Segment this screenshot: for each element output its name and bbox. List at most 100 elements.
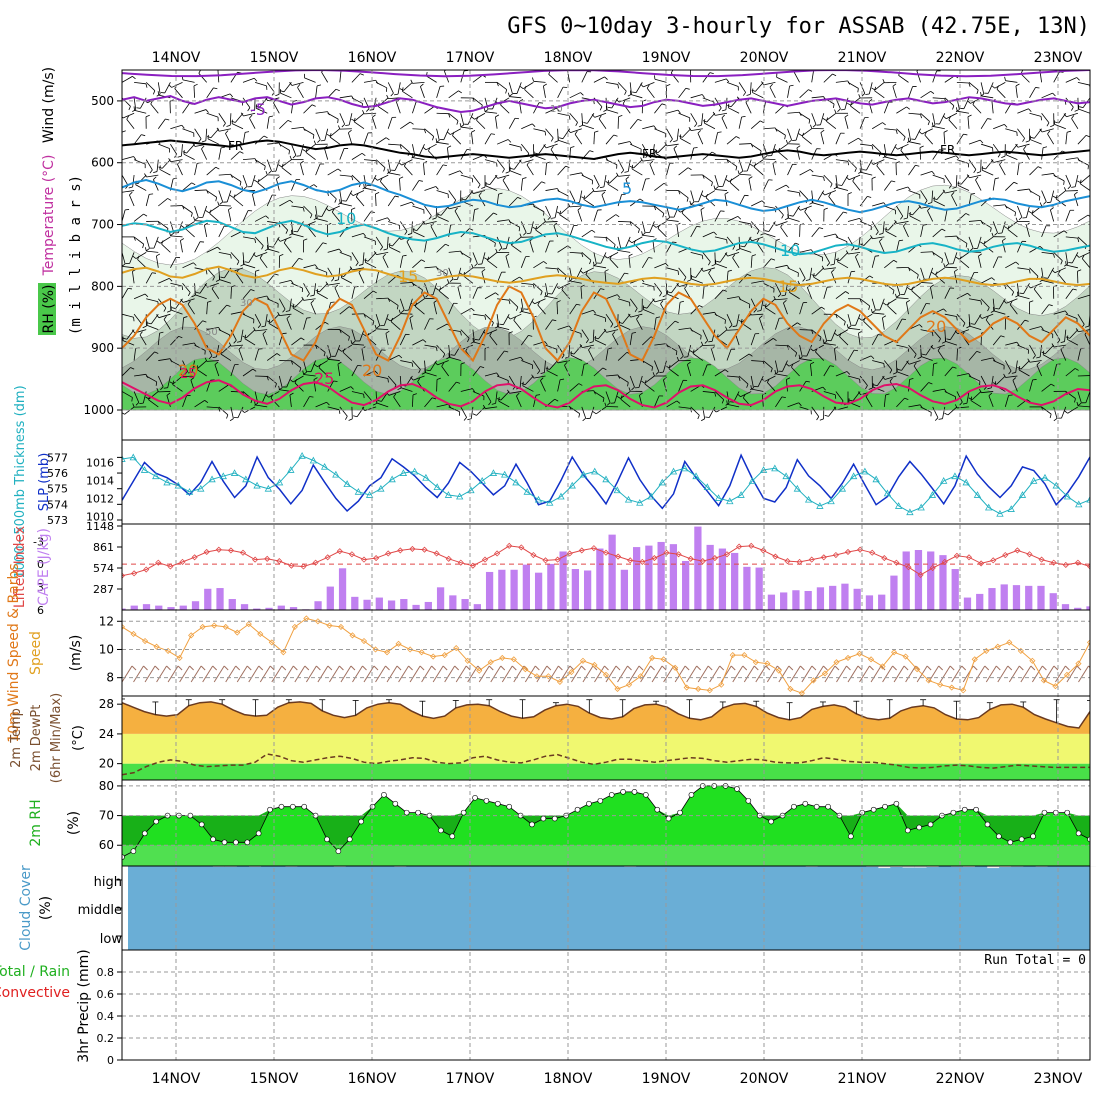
wind-barb-flag xyxy=(418,369,421,374)
wind-barb xyxy=(452,135,462,145)
wind-barb xyxy=(351,252,359,263)
wind-barb xyxy=(202,205,208,218)
wind-barb xyxy=(376,297,389,300)
wind-barb xyxy=(876,165,885,176)
wind-barb xyxy=(478,329,486,341)
wind-barb xyxy=(678,327,691,331)
wind-barb xyxy=(171,309,183,315)
li-point xyxy=(397,547,404,554)
wind-barb xyxy=(750,120,761,130)
wind-barb xyxy=(268,323,280,330)
wind-barb-flag xyxy=(979,388,982,393)
wind-barb xyxy=(496,139,509,145)
wind-barb xyxy=(823,391,836,396)
wind-barb xyxy=(823,287,828,299)
wind-barb-flag xyxy=(151,272,157,274)
wind-barb-flag xyxy=(488,401,492,406)
wind10-barb-flag xyxy=(627,665,632,671)
wind10-barb xyxy=(133,665,144,683)
wind-barb xyxy=(617,194,622,207)
cape-bar xyxy=(963,597,972,610)
wind-barb-flag xyxy=(159,331,164,334)
rh2m-plot xyxy=(122,783,1090,866)
wind-barb xyxy=(376,375,388,379)
wind-barb-flag xyxy=(727,104,732,108)
wind-barb-flag xyxy=(875,255,880,257)
wind-barb xyxy=(715,189,728,191)
cape-bar xyxy=(583,570,592,610)
wind-barb xyxy=(122,113,123,115)
wind-barb xyxy=(533,102,540,114)
day-label: 20NOV xyxy=(740,50,789,66)
wind-barb xyxy=(823,267,836,270)
cape-bar xyxy=(669,544,678,610)
wind-barb-flag xyxy=(753,309,757,313)
wind-barb xyxy=(256,108,268,114)
thickness-point xyxy=(940,477,948,484)
wind-barb-flag xyxy=(509,93,513,97)
wind-barb-flag xyxy=(857,88,859,93)
wind-barb-flag xyxy=(700,267,704,272)
wind-barb-flag xyxy=(362,110,365,115)
wind10-point xyxy=(937,681,944,688)
rh2m-point xyxy=(813,803,820,810)
wind-barb xyxy=(1039,345,1042,358)
cape-bar xyxy=(424,601,432,610)
wind-barb xyxy=(484,159,497,164)
wind-barb xyxy=(937,350,946,361)
wind-barb-flag xyxy=(141,134,146,137)
thickness-point xyxy=(309,456,318,464)
wind-barb-flag xyxy=(1043,277,1048,279)
wind-barb xyxy=(920,406,932,413)
li-point xyxy=(905,564,912,571)
wind10-point xyxy=(994,643,1001,650)
wind-barb xyxy=(1036,364,1042,377)
wind-barb-flag xyxy=(400,309,405,313)
wind-barb xyxy=(847,82,859,89)
cape-bar xyxy=(412,604,420,610)
wind-barb-flag xyxy=(543,261,548,265)
wind-barb xyxy=(375,82,387,89)
wind-barb-flag xyxy=(520,147,522,152)
wind-barb-flag xyxy=(948,184,952,189)
wind-barb xyxy=(739,173,752,176)
wind-barb xyxy=(978,256,982,268)
cape-bar xyxy=(461,599,469,610)
wind-barb xyxy=(1041,383,1052,392)
wind-barb-flag xyxy=(484,315,487,320)
wind-barb-flag xyxy=(991,232,994,237)
wind-barb-flag xyxy=(554,398,559,402)
wind-barb-flag xyxy=(495,248,498,253)
wind-barb xyxy=(354,112,365,122)
wind-barb-flag xyxy=(834,332,838,336)
wind-barb-flag xyxy=(540,377,544,381)
wind-barb xyxy=(569,172,582,176)
wind-barb xyxy=(654,78,667,83)
wind-barb-flag xyxy=(1002,238,1006,242)
wind-barb-flag xyxy=(895,129,898,134)
wind-barb-flag xyxy=(508,331,513,334)
wind-barb xyxy=(678,344,684,357)
wind-barb-flag xyxy=(965,243,968,248)
li-point xyxy=(336,548,343,555)
wind-barb xyxy=(508,82,513,95)
wind-barb xyxy=(401,159,413,166)
wind-barb xyxy=(594,112,607,118)
wind-barb-flag xyxy=(751,89,756,92)
wind-barb-flag xyxy=(1096,92,1098,96)
wind-barb-flag xyxy=(903,222,907,227)
wind-barb-flag xyxy=(708,269,712,274)
wind-barb-flag xyxy=(496,372,500,377)
wind-barb xyxy=(654,128,666,134)
wind-barb-flag xyxy=(760,120,764,124)
wind-barb xyxy=(617,375,629,383)
thickness-point xyxy=(512,478,520,486)
wind-barb xyxy=(557,86,564,98)
wind-barb xyxy=(702,406,706,419)
wind-barb-flag xyxy=(399,176,404,179)
wind-barb xyxy=(908,128,911,141)
wind-barb xyxy=(433,302,437,315)
wind-barb xyxy=(642,159,655,162)
wind-barb-flag xyxy=(882,376,886,380)
wind-barb-flag xyxy=(770,368,773,373)
